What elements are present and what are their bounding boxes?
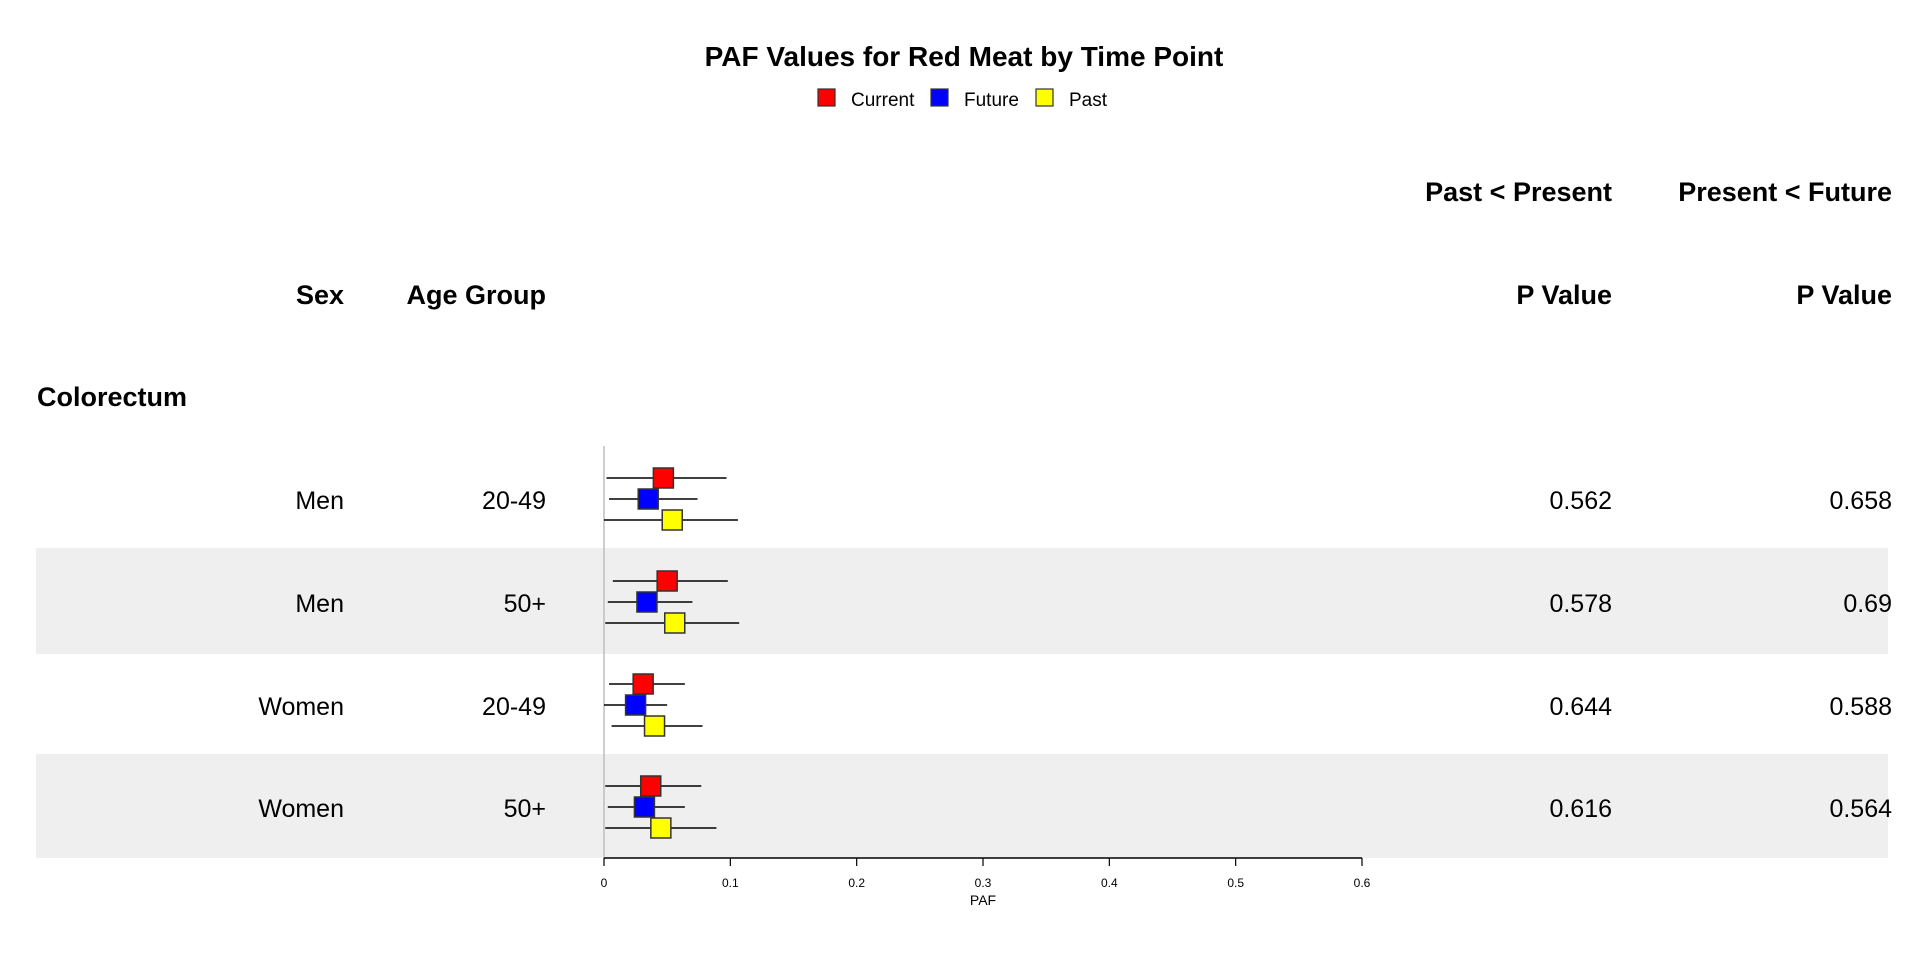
row-3-p1: 0.644 <box>1549 693 1612 721</box>
row-3-p2: 0.588 <box>1829 693 1892 721</box>
row-1-sex: Men <box>295 487 344 515</box>
legend-label-current: Current <box>851 90 915 111</box>
legend-swatch-current <box>817 88 836 107</box>
row-2-sex: Men <box>295 590 344 618</box>
forest-marks <box>604 467 740 839</box>
header-group-present-future: Present < Future <box>1678 177 1892 207</box>
row-4-age: 50+ <box>504 795 546 823</box>
x-tick-label: 0 <box>601 876 608 890</box>
legend-swatch-past <box>1035 88 1054 107</box>
point-estimate-past <box>663 612 686 634</box>
x-tick-label: 0.3 <box>975 876 992 890</box>
point-estimate-past <box>643 715 666 737</box>
legend-swatch-future <box>930 88 949 107</box>
point-estimate-past <box>650 817 672 839</box>
x-tick-label: 0.6 <box>1354 876 1371 890</box>
point-estimate-current <box>656 570 678 592</box>
row-4-p1: 0.616 <box>1549 795 1612 823</box>
point-estimate-current <box>639 775 662 797</box>
header-age-group: Age Group <box>407 280 547 310</box>
row-4-p2: 0.564 <box>1829 795 1892 823</box>
row-shade-2 <box>36 548 1888 654</box>
point-estimate-future <box>624 694 647 716</box>
x-tick-label: 0.2 <box>848 876 865 890</box>
point-estimate-future <box>637 488 659 510</box>
row-1-p1: 0.562 <box>1549 487 1612 515</box>
legend-label-future: Future <box>964 90 1019 111</box>
header-p-value-1: P Value <box>1516 280 1612 310</box>
point-estimate-future <box>636 591 658 613</box>
point-estimate-future <box>633 796 656 818</box>
legend: Current Future Past <box>817 88 1108 111</box>
x-tick-label: 0.1 <box>722 876 739 890</box>
row-1-age: 20-49 <box>482 487 546 515</box>
x-tick-label: 0.5 <box>1227 876 1244 890</box>
row-2-p1: 0.578 <box>1549 590 1612 618</box>
header-group-past-present: Past < Present <box>1425 177 1612 207</box>
x-axis-ticks: 0 0.1 0.2 0.3 0.4 0.5 0.6 <box>601 858 1371 890</box>
point-estimate-current <box>632 673 654 695</box>
section-label: Colorectum <box>37 382 187 412</box>
row-1-p2: 0.658 <box>1829 487 1892 515</box>
point-estimate-current <box>652 467 675 489</box>
legend-label-past: Past <box>1069 90 1108 111</box>
header-sex: Sex <box>296 280 344 310</box>
chart-title: PAF Values for Red Meat by Time Point <box>705 41 1224 72</box>
row-3-sex: Women <box>258 693 344 721</box>
point-estimate-past <box>661 509 683 531</box>
row-2-age: 50+ <box>504 590 546 618</box>
x-axis-label: PAF <box>970 892 996 908</box>
header-p-value-2: P Value <box>1796 280 1892 310</box>
row-3-age: 20-49 <box>482 693 546 721</box>
row-4-sex: Women <box>258 795 344 823</box>
row-shade-4 <box>36 754 1888 858</box>
x-tick-label: 0.4 <box>1101 876 1118 890</box>
row-2-p2: 0.69 <box>1843 590 1892 618</box>
